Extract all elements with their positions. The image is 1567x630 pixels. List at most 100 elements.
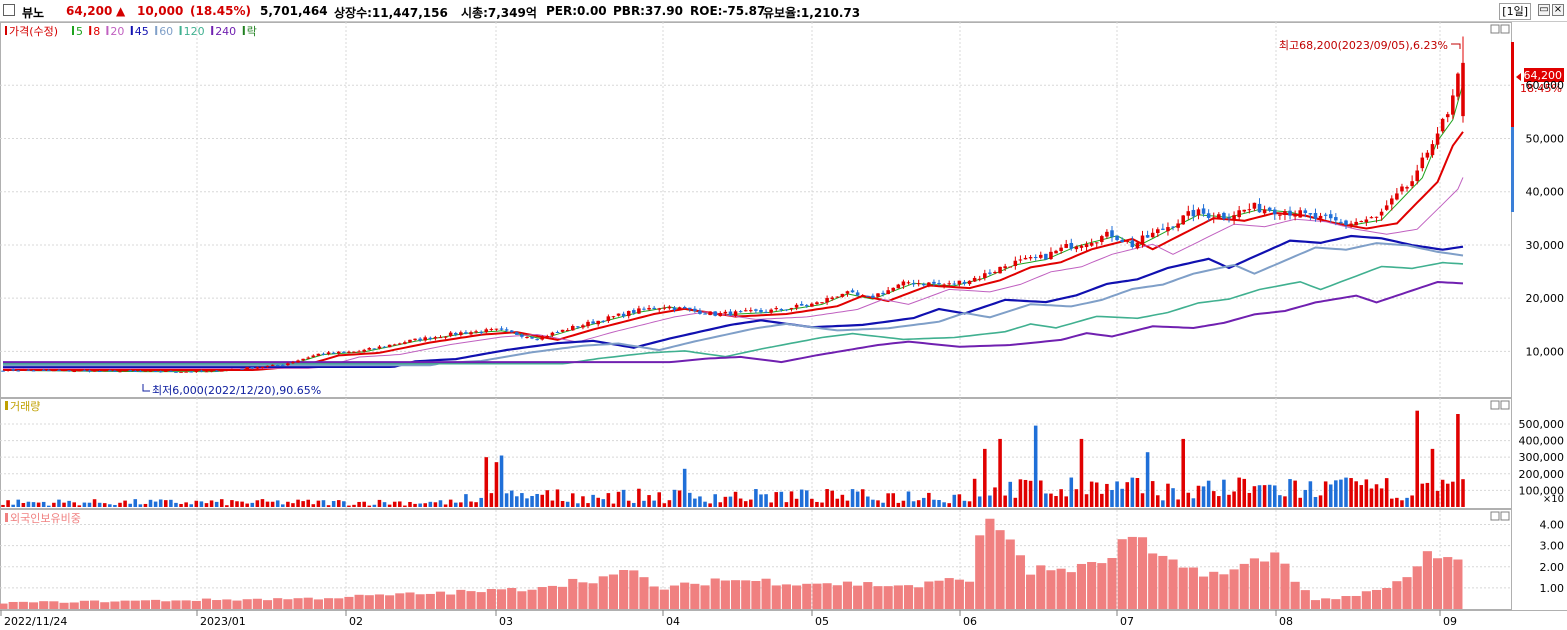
volume-bar <box>214 501 219 507</box>
volume-bar <box>1074 489 1079 507</box>
foreign-y-tick: 4.00 <box>1540 519 1565 532</box>
candle-body <box>1400 186 1404 192</box>
volume-bar <box>1140 493 1145 507</box>
volume-bar <box>1359 485 1364 507</box>
foreign-ratio-bar <box>1137 537 1148 609</box>
volume-bar <box>47 505 51 507</box>
foreign-ratio-bar <box>1300 590 1310 609</box>
volume-bar <box>347 505 351 507</box>
close-icon[interactable]: × <box>1552 4 1564 16</box>
candle-body <box>555 331 560 333</box>
volume-bar <box>1049 493 1053 507</box>
foreign-ratio-bar <box>1321 598 1331 609</box>
candle-body <box>1420 157 1425 169</box>
volume-bar <box>1186 492 1191 507</box>
candle-body <box>1028 257 1033 259</box>
x-axis-label: 2023/01 <box>200 615 246 628</box>
candle-body <box>11 369 15 371</box>
volume-bar <box>906 491 911 507</box>
panel-checkbox[interactable] <box>3 4 15 16</box>
volume-bar <box>703 501 707 507</box>
close-panel-icon[interactable] <box>1500 24 1510 34</box>
close-panel-icon[interactable] <box>1500 400 1510 410</box>
legend-marker-icon <box>155 26 158 35</box>
foreign-ratio-bar <box>385 595 395 609</box>
current-price-marker-icon <box>1516 73 1521 81</box>
volume-bar <box>306 499 311 507</box>
candle-body <box>835 296 840 298</box>
candle-body <box>947 283 951 285</box>
foreign-ratio-bar <box>303 597 313 609</box>
foreign-ratio-bar <box>669 585 680 609</box>
maximize-panel-icon[interactable] <box>1490 400 1500 410</box>
candle-body <box>102 370 107 372</box>
foreign-ratio-bar <box>1005 539 1015 609</box>
foreign-ratio-bar <box>49 601 59 609</box>
foreign-ratio-bar <box>242 599 252 609</box>
foreign-ratio-bar <box>751 580 761 609</box>
maximize-panel-icon[interactable] <box>1490 511 1500 521</box>
candle-body <box>616 313 621 316</box>
volume-bar <box>1334 480 1338 507</box>
candle-body <box>1018 259 1023 261</box>
volume-bar <box>1415 410 1419 507</box>
candle-body <box>219 370 224 372</box>
volume-bar <box>1115 481 1119 507</box>
candle-body <box>133 370 138 372</box>
candle-body <box>565 329 570 331</box>
foreign-ratio-bar <box>527 589 537 609</box>
legend-marker-icon <box>130 26 133 35</box>
panel-buttons[interactable] <box>1490 24 1510 521</box>
foreign-ratio-bar <box>954 579 964 609</box>
volume-bar <box>1181 438 1185 507</box>
period-selector[interactable]: [1일] <box>1499 3 1531 20</box>
stock-chart[interactable]: 가격(수정) 5 8 20 45 60 120 240 락 최고68,200(2023/09/0… <box>0 22 1567 630</box>
legend-item: 가격(수정) <box>9 25 58 38</box>
foreign-ratio-bar <box>802 583 812 609</box>
volume-bar <box>1278 495 1282 507</box>
foreign-ratio-bar <box>822 583 832 609</box>
volume-bar <box>1054 496 1058 507</box>
volume-bar <box>77 505 82 507</box>
volume-bar <box>1293 480 1297 507</box>
volume-bar <box>871 499 875 507</box>
volume-y-tick: 300,000 <box>1519 451 1565 464</box>
candle-body <box>866 295 870 297</box>
foreign-ratio-bar <box>619 570 629 609</box>
current-price-box <box>1524 68 1564 82</box>
candle-body <box>77 370 82 372</box>
volume-bar <box>942 502 946 507</box>
volume-bar <box>219 499 224 507</box>
candle-body <box>1064 244 1068 248</box>
volume-bar <box>1257 485 1262 507</box>
volume-bar <box>733 491 738 507</box>
candle-body <box>306 357 311 359</box>
foreign-ratio-bar <box>181 600 191 609</box>
volume-bar <box>408 501 412 507</box>
volume-bar <box>1420 483 1425 507</box>
volume-bar <box>1379 488 1384 507</box>
foreign-ratio-panel[interactable] <box>0 509 1512 610</box>
candle-body <box>596 320 600 325</box>
foreign-ratio-bar <box>558 586 568 609</box>
volume-bar <box>1059 489 1063 507</box>
foreign-ratio-bar <box>405 592 415 609</box>
volume-bar <box>16 499 21 507</box>
volume-bar <box>896 502 901 507</box>
volume-bar <box>550 500 555 507</box>
candle-body <box>855 292 860 296</box>
foreign-ratio-bar <box>90 600 100 609</box>
foreign-ratio-bar <box>629 570 639 609</box>
candle-body <box>896 284 901 289</box>
candle-body <box>281 364 285 366</box>
volume-bar <box>693 498 697 507</box>
volume-bar <box>967 501 972 507</box>
foreign-ratio-bar <box>1168 559 1178 609</box>
foreign-ratio-bar <box>100 602 110 609</box>
maximize-panel-icon[interactable] <box>1490 24 1500 34</box>
restore-icon[interactable]: ▭ <box>1538 4 1550 16</box>
close-panel-icon[interactable] <box>1500 511 1510 521</box>
foreign-ratio-bar <box>456 589 466 609</box>
foreign-ratio-bar <box>364 595 374 609</box>
foreign-ratio-bar <box>812 583 822 609</box>
